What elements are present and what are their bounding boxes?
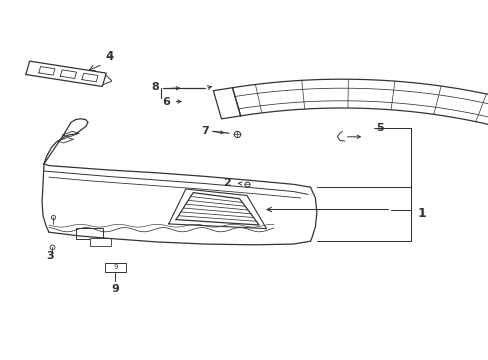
Text: 1: 1 <box>416 207 425 220</box>
Bar <box>76 228 102 239</box>
Text: 6: 6 <box>162 96 170 107</box>
Bar <box>90 238 111 246</box>
Text: 8: 8 <box>151 82 159 93</box>
Text: 4: 4 <box>105 50 113 63</box>
Text: 9: 9 <box>113 264 118 270</box>
Text: 3: 3 <box>46 251 54 261</box>
Text: 7: 7 <box>201 126 209 136</box>
Text: 9: 9 <box>111 284 119 294</box>
Bar <box>105 263 125 272</box>
Text: 5: 5 <box>376 123 384 133</box>
Text: 2: 2 <box>223 178 231 188</box>
